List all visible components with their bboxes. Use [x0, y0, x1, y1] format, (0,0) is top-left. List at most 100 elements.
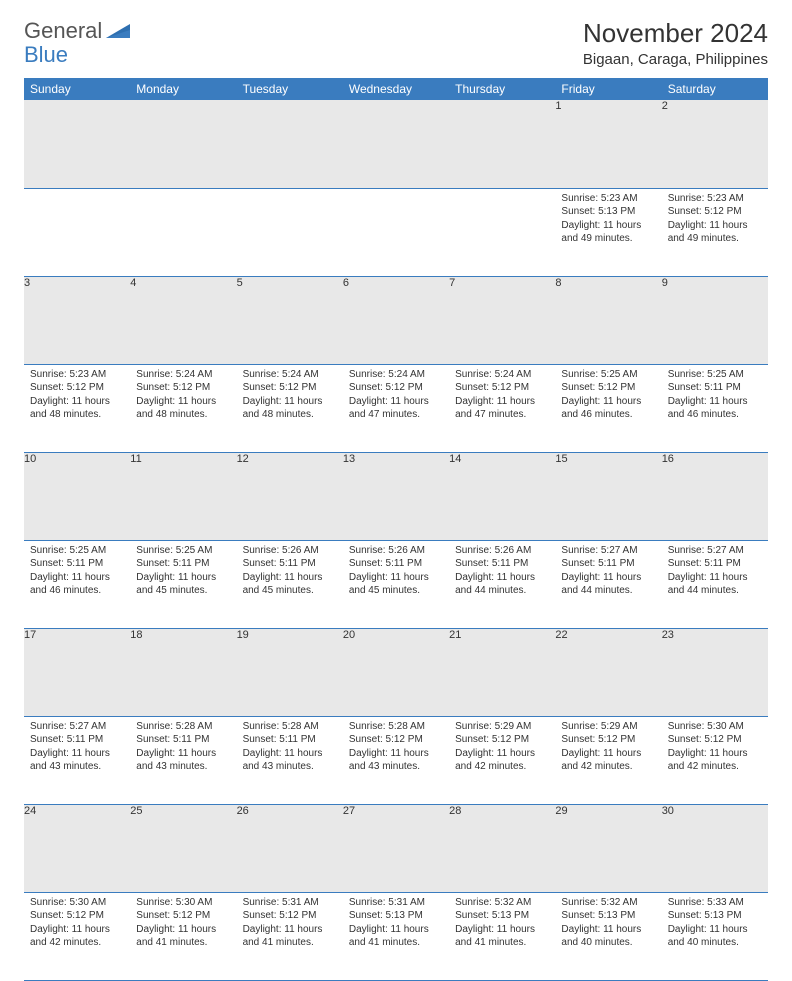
sunrise-line: Sunrise: 5:27 AM: [668, 544, 762, 558]
week-row: Sunrise: 5:23 AMSunset: 5:12 PMDaylight:…: [24, 364, 768, 452]
day-cell: Sunrise: 5:24 AMSunset: 5:12 PMDaylight:…: [237, 364, 343, 452]
sunset-line: Sunset: 5:12 PM: [243, 381, 337, 395]
day-cell-content: Sunrise: 5:30 AMSunset: 5:12 PMDaylight:…: [130, 893, 236, 954]
day-cell-content: Sunrise: 5:30 AMSunset: 5:12 PMDaylight:…: [24, 893, 130, 954]
day-number: 9: [662, 276, 768, 364]
sunrise-line: Sunrise: 5:33 AM: [668, 896, 762, 910]
sunset-line: Sunset: 5:12 PM: [30, 381, 124, 395]
daylight-line: Daylight: 11 hours and 45 minutes.: [349, 571, 443, 598]
day-cell-content: Sunrise: 5:32 AMSunset: 5:13 PMDaylight:…: [555, 893, 661, 954]
day-number: [130, 100, 236, 188]
weekday-header: Tuesday: [237, 78, 343, 100]
sunrise-line: Sunrise: 5:25 AM: [30, 544, 124, 558]
day-cell-content: Sunrise: 5:23 AMSunset: 5:12 PMDaylight:…: [662, 189, 768, 250]
week-row: Sunrise: 5:25 AMSunset: 5:11 PMDaylight:…: [24, 540, 768, 628]
daylight-line: Daylight: 11 hours and 46 minutes.: [668, 395, 762, 422]
day-number: 26: [237, 804, 343, 892]
day-cell: Sunrise: 5:25 AMSunset: 5:11 PMDaylight:…: [130, 540, 236, 628]
day-cell-content: Sunrise: 5:28 AMSunset: 5:11 PMDaylight:…: [237, 717, 343, 778]
sunrise-line: Sunrise: 5:23 AM: [561, 192, 655, 206]
month-title: November 2024: [583, 18, 768, 49]
sunset-line: Sunset: 5:12 PM: [455, 381, 549, 395]
sunrise-line: Sunrise: 5:29 AM: [561, 720, 655, 734]
day-cell: Sunrise: 5:26 AMSunset: 5:11 PMDaylight:…: [449, 540, 555, 628]
day-cell-content: Sunrise: 5:26 AMSunset: 5:11 PMDaylight:…: [237, 541, 343, 602]
day-cell-content: Sunrise: 5:25 AMSunset: 5:12 PMDaylight:…: [555, 365, 661, 426]
sunset-line: Sunset: 5:13 PM: [561, 909, 655, 923]
weekday-header: Monday: [130, 78, 236, 100]
day-number: 7: [449, 276, 555, 364]
daylight-line: Daylight: 11 hours and 49 minutes.: [668, 219, 762, 246]
sunset-line: Sunset: 5:12 PM: [668, 205, 762, 219]
daylight-line: Daylight: 11 hours and 44 minutes.: [668, 571, 762, 598]
sunrise-line: Sunrise: 5:32 AM: [455, 896, 549, 910]
day-cell-content: Sunrise: 5:23 AMSunset: 5:13 PMDaylight:…: [555, 189, 661, 250]
day-cell-content: Sunrise: 5:27 AMSunset: 5:11 PMDaylight:…: [662, 541, 768, 602]
daylight-line: Daylight: 11 hours and 41 minutes.: [243, 923, 337, 950]
logo: General: [24, 18, 132, 44]
day-cell-content: Sunrise: 5:25 AMSunset: 5:11 PMDaylight:…: [130, 541, 236, 602]
sunrise-line: Sunrise: 5:27 AM: [561, 544, 655, 558]
day-cell-content: Sunrise: 5:24 AMSunset: 5:12 PMDaylight:…: [237, 365, 343, 426]
day-cell-content: Sunrise: 5:31 AMSunset: 5:13 PMDaylight:…: [343, 893, 449, 954]
daylight-line: Daylight: 11 hours and 43 minutes.: [243, 747, 337, 774]
day-cell: Sunrise: 5:24 AMSunset: 5:12 PMDaylight:…: [449, 364, 555, 452]
daylight-line: Daylight: 11 hours and 44 minutes.: [561, 571, 655, 598]
day-number: [24, 100, 130, 188]
day-number: 3: [24, 276, 130, 364]
day-number: 6: [343, 276, 449, 364]
sunrise-line: Sunrise: 5:28 AM: [243, 720, 337, 734]
day-number: 5: [237, 276, 343, 364]
day-cell: Sunrise: 5:23 AMSunset: 5:12 PMDaylight:…: [662, 188, 768, 276]
day-number: 18: [130, 628, 236, 716]
day-number: 27: [343, 804, 449, 892]
weekday-header: Wednesday: [343, 78, 449, 100]
sunrise-line: Sunrise: 5:24 AM: [243, 368, 337, 382]
sunset-line: Sunset: 5:12 PM: [455, 733, 549, 747]
sunset-line: Sunset: 5:13 PM: [349, 909, 443, 923]
day-number: 24: [24, 804, 130, 892]
sunrise-line: Sunrise: 5:30 AM: [136, 896, 230, 910]
logo-text-general: General: [24, 18, 102, 44]
daylight-line: Daylight: 11 hours and 41 minutes.: [349, 923, 443, 950]
sunset-line: Sunset: 5:11 PM: [668, 381, 762, 395]
sunrise-line: Sunrise: 5:29 AM: [455, 720, 549, 734]
header: General November 2024 Bigaan, Caraga, Ph…: [24, 18, 768, 68]
day-cell: [24, 188, 130, 276]
sunset-line: Sunset: 5:12 PM: [561, 733, 655, 747]
sunset-line: Sunset: 5:12 PM: [243, 909, 337, 923]
day-cell: Sunrise: 5:25 AMSunset: 5:11 PMDaylight:…: [662, 364, 768, 452]
title-block: November 2024 Bigaan, Caraga, Philippine…: [583, 18, 768, 68]
daylight-line: Daylight: 11 hours and 42 minutes.: [30, 923, 124, 950]
day-cell: Sunrise: 5:30 AMSunset: 5:12 PMDaylight:…: [24, 892, 130, 980]
day-number: 15: [555, 452, 661, 540]
day-cell: Sunrise: 5:33 AMSunset: 5:13 PMDaylight:…: [662, 892, 768, 980]
logo-text-blue: Blue: [24, 42, 68, 68]
daylight-line: Daylight: 11 hours and 48 minutes.: [136, 395, 230, 422]
day-cell: Sunrise: 5:32 AMSunset: 5:13 PMDaylight:…: [449, 892, 555, 980]
sunrise-line: Sunrise: 5:24 AM: [455, 368, 549, 382]
daylight-line: Daylight: 11 hours and 42 minutes.: [668, 747, 762, 774]
day-number: 2: [662, 100, 768, 188]
day-cell: Sunrise: 5:29 AMSunset: 5:12 PMDaylight:…: [449, 716, 555, 804]
sunset-line: Sunset: 5:13 PM: [455, 909, 549, 923]
day-number: 13: [343, 452, 449, 540]
daylight-line: Daylight: 11 hours and 42 minutes.: [561, 747, 655, 774]
daylight-line: Daylight: 11 hours and 44 minutes.: [455, 571, 549, 598]
day-number: 17: [24, 628, 130, 716]
daylight-line: Daylight: 11 hours and 45 minutes.: [243, 571, 337, 598]
day-number: 14: [449, 452, 555, 540]
day-cell: Sunrise: 5:24 AMSunset: 5:12 PMDaylight:…: [130, 364, 236, 452]
day-cell-content: Sunrise: 5:28 AMSunset: 5:11 PMDaylight:…: [130, 717, 236, 778]
week-row: Sunrise: 5:23 AMSunset: 5:13 PMDaylight:…: [24, 188, 768, 276]
day-cell-content: Sunrise: 5:26 AMSunset: 5:11 PMDaylight:…: [343, 541, 449, 602]
day-cell-content: Sunrise: 5:24 AMSunset: 5:12 PMDaylight:…: [130, 365, 236, 426]
sunrise-line: Sunrise: 5:28 AM: [136, 720, 230, 734]
day-cell-content: Sunrise: 5:28 AMSunset: 5:12 PMDaylight:…: [343, 717, 449, 778]
day-cell: Sunrise: 5:27 AMSunset: 5:11 PMDaylight:…: [24, 716, 130, 804]
sunset-line: Sunset: 5:11 PM: [561, 557, 655, 571]
daylight-line: Daylight: 11 hours and 47 minutes.: [455, 395, 549, 422]
day-number: 23: [662, 628, 768, 716]
sunset-line: Sunset: 5:12 PM: [349, 733, 443, 747]
sunrise-line: Sunrise: 5:26 AM: [349, 544, 443, 558]
